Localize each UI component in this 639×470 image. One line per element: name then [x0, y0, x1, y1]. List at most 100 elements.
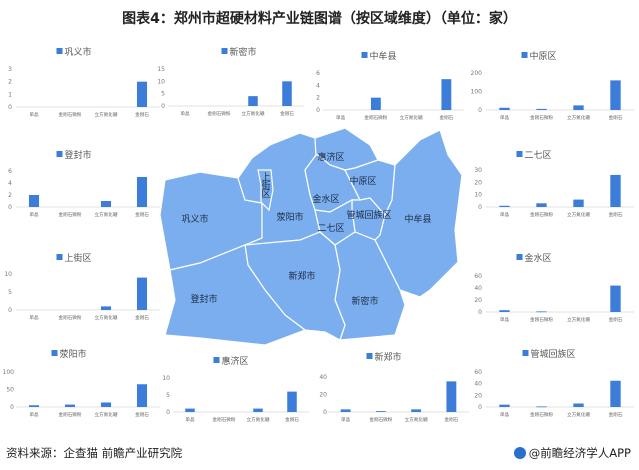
bar-金刚石: [441, 79, 452, 110]
chart-中牟县: 中牟县 0 2 4 6 单晶 金刚石微粉 立方氮化硼 金刚石: [316, 50, 464, 121]
page-title: 图表4：郑州市超硬材料产业链图谱（按区域维度）（单位：家）: [122, 11, 517, 27]
y-tick-label: 200: [471, 70, 483, 77]
bar-单晶: [28, 195, 40, 207]
legend-swatch: [516, 151, 523, 157]
x-tick-label: 立方氮化硼: [567, 316, 590, 323]
x-tick-label: 立方氮化硼: [95, 314, 118, 321]
y-tick-label: 60: [474, 273, 482, 280]
bar-立方氮化硼: [411, 409, 422, 412]
bar-金刚石微粉: [536, 311, 547, 313]
brand-logo-icon: [513, 447, 526, 459]
y-tick-label: 10: [162, 375, 170, 382]
brand: @前瞻经济学人APP: [513, 445, 631, 461]
bar-单晶: [185, 408, 195, 412]
y-tick-label: 15: [157, 66, 165, 73]
bar-金刚石微粉: [536, 108, 547, 110]
x-tick-label: 单晶: [500, 114, 510, 121]
x-tick-label: 金刚石: [135, 111, 149, 118]
chart-巩义市: 巩义市 0 1 2 3 单晶 金刚石微粉 立方氮化硼 金刚石: [8, 46, 160, 118]
y-tick-label: 1: [8, 91, 12, 98]
bar-单晶: [499, 107, 510, 110]
x-tick-label: 单晶: [29, 111, 39, 118]
y-tick-label: 20: [474, 392, 482, 399]
bar-金刚石: [136, 81, 148, 107]
y-tick-label: 50: [6, 387, 14, 394]
district-label: 荥阳市: [276, 211, 303, 223]
y-tick-label: 10: [4, 271, 12, 278]
bar-单晶: [28, 405, 40, 407]
x-tick-label: 金刚石微粉: [369, 416, 392, 423]
x-tick-label: 金刚石: [444, 416, 458, 423]
y-tick-label: 40: [474, 381, 482, 388]
bar-立方氮化硼: [253, 408, 263, 412]
legend-swatch: [521, 52, 528, 58]
y-tick-label: 100: [3, 369, 15, 376]
x-tick-label: 金刚石微粉: [530, 411, 553, 418]
y-tick-label: 10: [474, 192, 482, 199]
y-tick-label: 2: [316, 95, 320, 102]
x-tick-label: 立方氮化硼: [247, 416, 270, 423]
bar-立方氮化硼: [573, 199, 584, 207]
y-tick-label: 5: [161, 91, 165, 98]
x-tick-label: 立方氮化硼: [242, 110, 265, 117]
district-label: 新密市: [351, 295, 378, 307]
x-tick-label: 金刚石: [609, 411, 623, 418]
y-tick-label: 2: [8, 79, 12, 86]
chart-title: 新郑市: [375, 351, 402, 363]
y-tick-label: 0: [161, 103, 165, 110]
brand-label: @前瞻经济学人APP: [528, 446, 631, 460]
chart-title: 上街区: [65, 252, 92, 264]
district-3: [257, 169, 274, 212]
x-tick-label: 立方氮化硼: [95, 411, 118, 418]
bar-金刚石: [136, 277, 148, 310]
y-tick-label: 20: [474, 297, 482, 304]
x-tick-label: 立方氮化硼: [567, 114, 590, 121]
y-tick-label: 30: [474, 167, 482, 174]
bar-立方氮化硼: [100, 306, 112, 310]
y-tick-label: 0: [323, 409, 327, 416]
x-tick-label: 金刚石微粉: [213, 416, 236, 423]
chart-title: 中牟县: [370, 50, 397, 62]
bar-金刚石: [287, 391, 297, 412]
y-tick-label: 4: [8, 180, 12, 187]
y-tick-label: 40: [474, 285, 482, 292]
x-tick-label: 单晶: [336, 114, 346, 121]
chart-title: 金水区: [525, 252, 552, 264]
x-tick-label: 金刚石: [135, 411, 149, 418]
district-12: [164, 244, 307, 346]
x-tick-label: 金刚石: [135, 314, 149, 321]
bar-金刚石: [446, 381, 457, 412]
district-label: 中原区: [349, 175, 376, 187]
x-tick-label: 单晶: [29, 314, 39, 321]
district-label: 惠济区: [317, 151, 344, 163]
bar-金刚石微粉: [536, 203, 547, 207]
legend-swatch: [366, 353, 373, 359]
x-tick-label: 单晶: [180, 110, 190, 117]
bar-立方氮化硼: [573, 105, 584, 110]
bar-单晶: [499, 310, 510, 312]
chart-上街区: 上街区 0 5 10 单晶 金刚石微粉 立方氮化硼 金刚石: [4, 252, 160, 321]
x-tick-label: 单晶: [29, 211, 39, 218]
x-tick-label: 单晶: [500, 316, 510, 323]
chart-荥阳市: 荥阳市 0 50 100 单晶 金刚石微粉 立方氮化硼 金刚石: [3, 348, 160, 418]
district-label: 上: [261, 172, 270, 183]
bar-立方氮化硼: [100, 201, 112, 207]
chart-新密市: 新密市 0 5 10 15 单晶 金刚石微粉 立方氮化硼 金刚石: [157, 46, 304, 117]
y-tick-label: 0: [478, 309, 482, 316]
chart-二七区: 二七区 0 10 20 30 单晶 金刚石微粉 立方氮化硼 金刚石: [474, 150, 634, 218]
legend-swatch: [56, 254, 63, 260]
x-tick-label: 单晶: [29, 411, 39, 418]
legend-swatch: [516, 254, 523, 260]
x-tick-label: 金刚石微粉: [208, 110, 231, 117]
bar-金刚石: [136, 177, 148, 207]
bar-金刚石微粉: [370, 97, 381, 110]
y-tick-label: 20: [319, 392, 327, 399]
bar-立方氮化硼: [248, 96, 258, 106]
x-tick-label: 立方氮化硼: [567, 211, 590, 218]
y-tick-label: 0: [166, 409, 170, 416]
y-tick-label: 3: [8, 66, 12, 73]
x-tick-label: 立方氮化硼: [400, 114, 423, 121]
bar-金刚石微粉: [64, 404, 76, 407]
